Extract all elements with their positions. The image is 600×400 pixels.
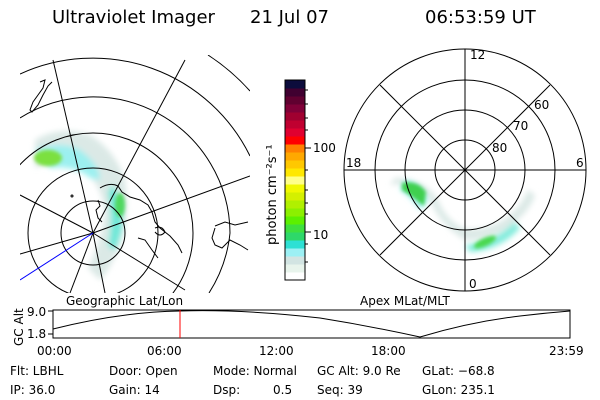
filter-status: Flt: LBHL	[10, 364, 64, 378]
colorbar-segment	[285, 96, 305, 105]
xtick-2359: 23:59	[549, 344, 584, 358]
colorbar-tick-100: 100	[313, 141, 336, 155]
glat-status: GLat: −68.8	[422, 364, 495, 378]
xtick-1800: 18:00	[371, 344, 406, 358]
xtick-0600: 06:00	[147, 344, 182, 358]
dsp-label: Dsp:	[213, 383, 241, 397]
ytick-1-8: 1.8	[27, 327, 47, 341]
colorbar-segment	[285, 184, 305, 193]
colorbar-segment	[285, 208, 305, 217]
geo-map-label: Geographic Lat/Lon	[66, 294, 184, 308]
colorbar-segment	[285, 128, 305, 137]
ip-status: IP: 36.0	[10, 383, 56, 397]
gain-status: Gain: 14	[109, 383, 160, 397]
colorbar-segment	[285, 152, 305, 161]
colorbar-segment	[285, 232, 305, 241]
altitude-curve	[52, 310, 571, 338]
coastlines	[29, 79, 249, 259]
colorbar-segment	[285, 112, 305, 121]
colorbar-segment	[285, 256, 305, 265]
colorbar-segment	[285, 200, 305, 209]
mode-status: Mode: Normal	[213, 364, 297, 378]
graticule	[20, 55, 250, 293]
polar-plot	[343, 48, 587, 292]
mlt-label-18: 18	[346, 156, 362, 170]
colorbar-segment	[285, 144, 305, 153]
colorbar-segment	[285, 136, 305, 145]
seq-status: Seq: 39	[317, 383, 363, 397]
altitude-ylabel: GC Alt	[12, 308, 26, 346]
colorbar-segment	[285, 248, 305, 257]
lat-label-80: 80	[492, 141, 508, 155]
time-label: 06:53:59 UT	[425, 7, 536, 28]
lat-label-60: 60	[534, 98, 550, 112]
aurora-peak-geo	[34, 150, 62, 166]
colorbar-segment	[285, 192, 305, 201]
colorbar-segment	[285, 80, 305, 89]
colorbar-segment	[285, 176, 305, 185]
ytick-9: 9.0	[27, 305, 47, 319]
colorbar-tick-10: 10	[313, 228, 329, 242]
colorbar-segment	[285, 104, 305, 113]
colorbar	[284, 79, 311, 281]
lat-label-70: 70	[513, 119, 529, 133]
altitude-plot	[48, 309, 571, 339]
glon-status: GLon: 235.1	[422, 383, 495, 397]
colorbar-segment	[285, 216, 305, 225]
colorbar-segment	[285, 224, 305, 233]
sun-direction-line	[20, 232, 94, 281]
colorbar-unit-label: photon cm⁻²s⁻¹	[265, 144, 280, 245]
mlt-label-12: 12	[470, 48, 486, 62]
colorbar-segment	[285, 88, 305, 97]
door-status: Door: Open	[109, 364, 178, 378]
colorbar-segment	[285, 168, 305, 177]
polar-plot-label: Apex MLat/MLT	[360, 294, 450, 308]
colorbar-segment	[285, 120, 305, 129]
instrument-title: Ultraviolet Imager	[52, 7, 215, 28]
colorbar-segment	[285, 160, 305, 169]
colorbar-segment	[285, 240, 305, 249]
dsp-value: 0.5	[273, 383, 293, 397]
xtick-1200: 12:00	[259, 344, 294, 358]
mlt-label-6: 6	[576, 156, 584, 170]
mlt-label-0: 0	[469, 277, 477, 291]
date-label: 21 Jul 07	[250, 7, 329, 28]
xtick-0000: 00:00	[37, 344, 72, 358]
colorbar-segment	[285, 272, 305, 281]
colorbar-segment	[285, 264, 305, 273]
gc-alt-status: GC Alt: 9.0 Re	[317, 364, 401, 378]
